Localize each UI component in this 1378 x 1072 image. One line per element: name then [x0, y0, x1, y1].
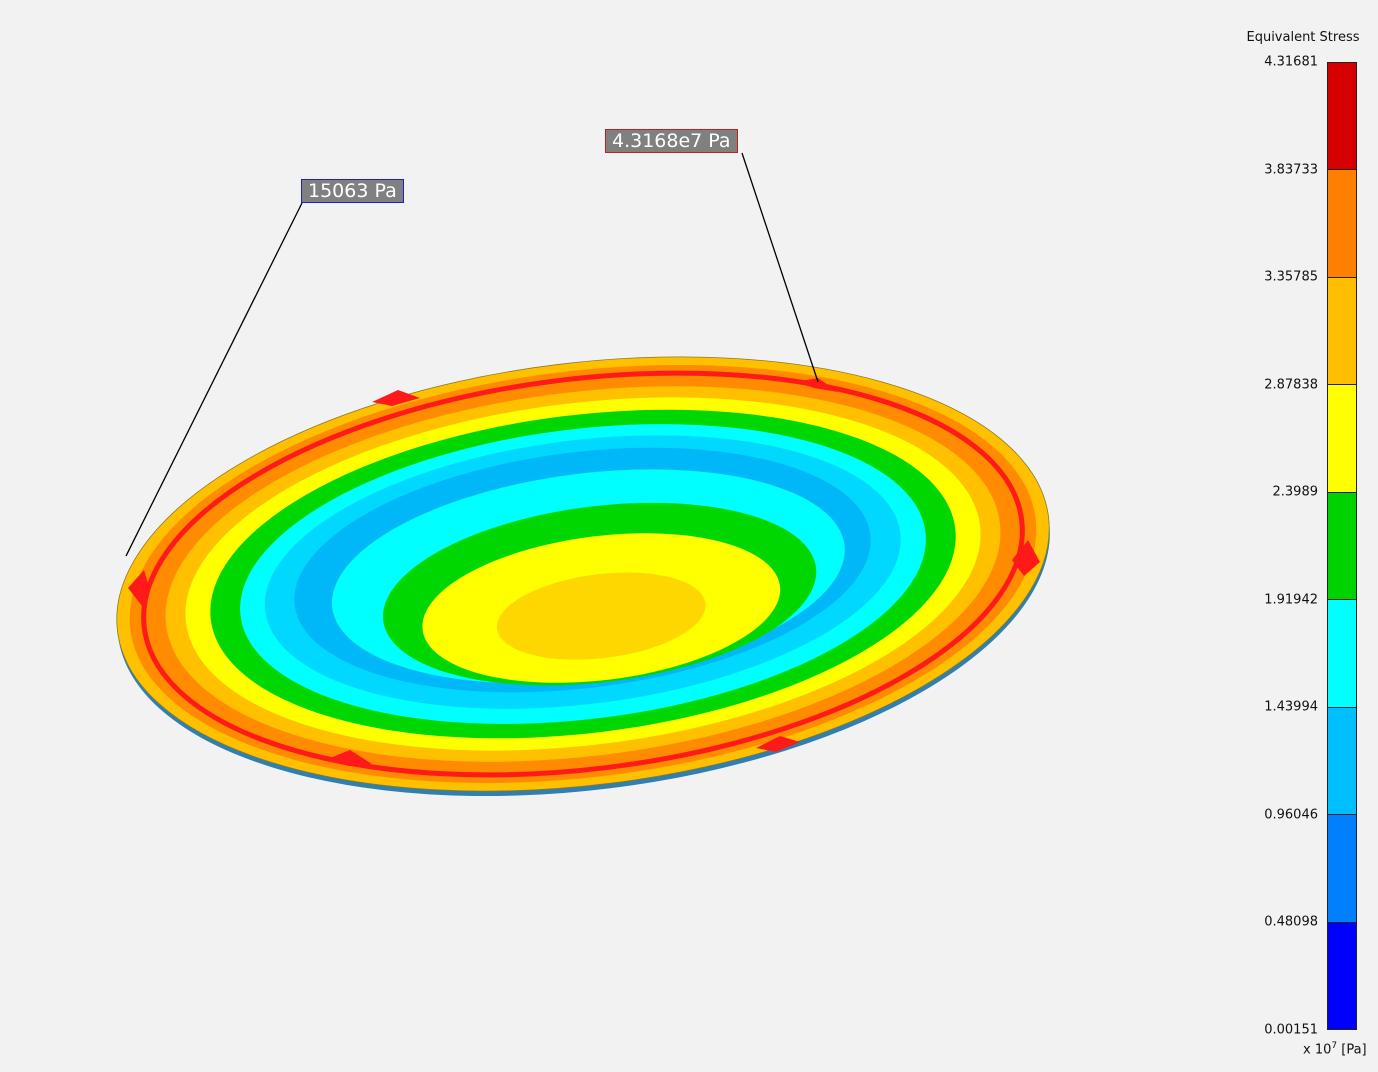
legend-tick-label: 3.35785	[1264, 269, 1318, 285]
legend-swatch	[1328, 385, 1356, 493]
stress-concentration-spots	[128, 378, 1040, 766]
legend-swatch	[1328, 815, 1356, 923]
legend-tick-label: 4.31681	[1264, 54, 1318, 70]
legend-tick-label: 0.48098	[1264, 914, 1318, 930]
legend-color-bar	[1327, 62, 1357, 1030]
hotspot-bottom-right	[756, 736, 800, 752]
contour-band-gold-center	[496, 572, 706, 660]
legend-unit-suffix: [Pa]	[1337, 1042, 1367, 1058]
legend-unit-prefix: x 10	[1303, 1042, 1332, 1058]
max-stress-probe-label[interactable]: 4.3168e7 Pa	[605, 129, 738, 153]
hotspot-top-left	[372, 390, 420, 406]
min-stress-probe-label[interactable]: 15063 Pa	[301, 179, 404, 203]
stress-contour-plate	[116, 356, 1050, 797]
legend-swatch	[1328, 277, 1356, 386]
probe-min-leader-line	[125, 202, 303, 557]
legend-swatch	[1328, 922, 1356, 1029]
legend-tick-label: 0.00151	[1264, 1022, 1318, 1038]
legend-swatch	[1328, 63, 1356, 171]
legend-swatch	[1328, 707, 1356, 816]
hotspot-left	[128, 570, 150, 606]
legend-tick-label: 3.83733	[1264, 162, 1318, 178]
legend-title: Equivalent Stress	[1246, 30, 1360, 45]
legend-unit-exponent: 7	[1331, 1041, 1338, 1051]
legend-unit: x 107 [Pa]	[1303, 1041, 1367, 1057]
legend-swatch	[1328, 492, 1356, 601]
hotspot-top-right	[796, 378, 838, 392]
legend-tick-label: 2.87838	[1264, 377, 1318, 393]
plate-outline	[116, 356, 1050, 792]
legend-tick-label: 1.43994	[1264, 699, 1318, 715]
probe-max-leader-line	[741, 152, 819, 383]
hotspot-right	[1012, 540, 1040, 576]
legend-tick-label: 1.91942	[1264, 592, 1318, 608]
hotspot-bottom-left	[330, 750, 372, 766]
legend-swatch	[1328, 600, 1356, 708]
contour-line-max-stress	[141, 370, 1025, 778]
legend-swatch	[1328, 170, 1356, 278]
legend-tick-label: 0.96046	[1264, 807, 1318, 823]
legend-tick-label: 2.3989	[1272, 484, 1319, 500]
